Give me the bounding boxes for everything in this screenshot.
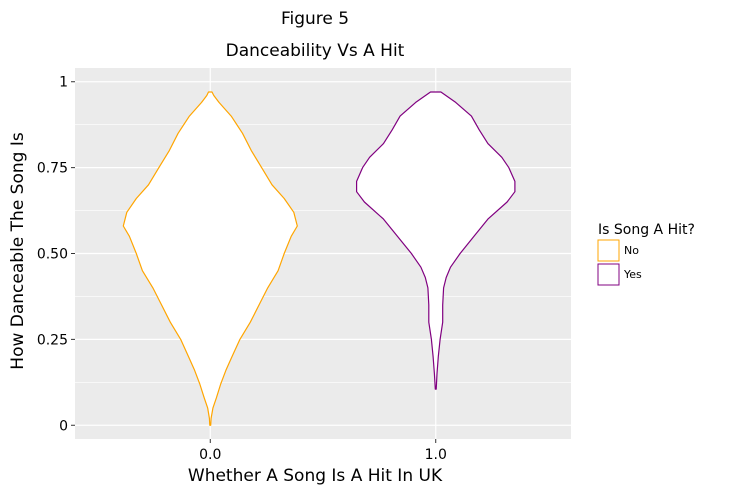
legend-label-yes: Yes: [623, 268, 642, 281]
y-tick-label: 0.25: [37, 332, 68, 348]
x-tick-label: 1.0: [425, 447, 447, 463]
violins: [122, 91, 516, 426]
chart-title: Danceability Vs A Hit: [226, 41, 405, 61]
legend-label-no: No: [624, 244, 639, 257]
x-axis-title: Whether A Song Is A Hit In UK: [188, 466, 443, 486]
legend-key-no: [597, 239, 620, 262]
legend: Is Song A Hit? No Yes: [597, 222, 695, 286]
figure-title: Figure 5: [281, 9, 349, 29]
legend-entry-yes: Yes: [597, 263, 642, 286]
x-tick-label: 0.0: [199, 447, 221, 463]
y-tick-label: 0: [59, 418, 68, 434]
y-axis: 0 0.25 0.50 0.75 1: [37, 75, 75, 434]
legend-key-yes: [597, 263, 620, 286]
y-tick-label: 1: [59, 75, 68, 91]
legend-entry-no: No: [597, 239, 639, 262]
x-axis: 0.0 1.0: [199, 439, 447, 463]
y-tick-label: 0.75: [37, 161, 68, 177]
y-tick-label: 0.50: [37, 247, 68, 263]
violin-yes: [356, 91, 516, 390]
y-axis-title: How Danceable The Song Is: [8, 132, 28, 370]
violin-no: [122, 91, 298, 426]
legend-title: Is Song A Hit?: [598, 222, 695, 238]
